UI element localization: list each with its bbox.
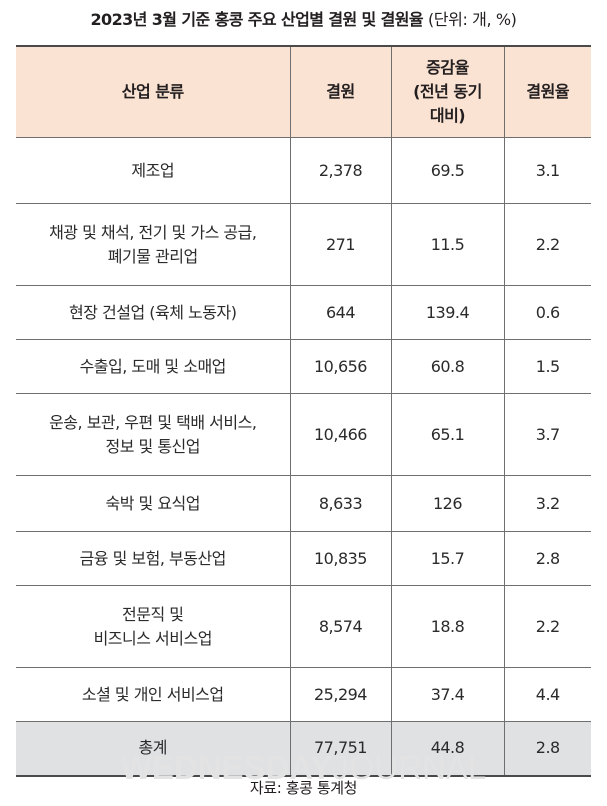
table-row: 수출입, 도매 및 소매업 10,656 60.8 1.5: [16, 339, 591, 394]
industry-cell: 숙박 및 요식업: [16, 475, 290, 532]
vacancies-cell: 8,574: [289, 585, 391, 668]
industry-cell: 운송, 보관, 우편 및 택배 서비스, 정보 및 통신업: [16, 393, 290, 476]
change-cell: 139.4: [390, 285, 504, 340]
industry-line1: 금융 및 보험, 부동산업: [79, 548, 227, 568]
rate-cell: 1.5: [503, 339, 591, 394]
change-cell: 60.8: [390, 339, 504, 394]
vacancies-cell: 8,633: [289, 475, 391, 532]
change-cell: 65.1: [390, 393, 504, 476]
rate-cell: 2.8: [503, 531, 591, 586]
header-row: 산업 분류 결원 증감율 (전년 동기 대비) 결원율: [16, 45, 591, 138]
industry-line1: 소셜 및 개인 서비스업: [81, 684, 224, 704]
header-industry: 산업 분류: [16, 45, 290, 138]
vacancies-cell: 644: [289, 285, 391, 340]
watermark: WEDNESDAYJOURNAL: [0, 749, 607, 787]
change-cell: 15.7: [390, 531, 504, 586]
industry-cell: 금융 및 보험, 부동산업: [16, 531, 290, 586]
industry-line1: 현장 건설업 (육체 노동자): [69, 302, 237, 322]
industry-line1: 채광 및 채석, 전기 및 가스 공급,: [49, 222, 257, 242]
total-rate: 2.8: [503, 721, 591, 777]
industry-line1: 전문직 및: [122, 604, 184, 624]
vacancy-table: 산업 분류 결원 증감율 (전년 동기 대비) 결원율 제조업 2,378 69…: [16, 45, 591, 777]
table-row: 채광 및 채석, 전기 및 가스 공급, 폐기물 관리업 271 11.5 2.…: [16, 203, 591, 286]
industry-line1: 운송, 보관, 우편 및 택배 서비스,: [49, 412, 257, 432]
table-title-main: 2023년 3월 기준 홍콩 주요 산업별 결원 및 결원율: [90, 10, 424, 29]
header-change-line3: 대비): [429, 106, 466, 125]
header-change-line1: 증감율: [426, 58, 469, 77]
change-cell: 11.5: [390, 203, 504, 286]
header-change-line2: (전년 동기: [413, 82, 482, 101]
table-title: 2023년 3월 기준 홍콩 주요 산업별 결원 및 결원율 (단위: 개, %…: [0, 6, 607, 30]
watermark-bold: WEDNESDAY: [120, 749, 333, 786]
change-cell: 69.5: [390, 137, 504, 204]
table-row: 전문직 및 비즈니스 서비스업 8,574 18.8 2.2: [16, 585, 591, 668]
total-vacancies: 77,751: [289, 721, 391, 777]
total-label: 총계: [16, 721, 290, 777]
industry-line2: 폐기물 관리업: [107, 246, 198, 266]
rate-cell: 3.2: [503, 475, 591, 532]
total-row: 총계 77,751 44.8 2.8: [16, 721, 591, 777]
industry-cell: 현장 건설업 (육체 노동자): [16, 285, 290, 340]
rate-cell: 0.6: [503, 285, 591, 340]
rate-cell: 4.4: [503, 667, 591, 722]
industry-cell: 채광 및 채석, 전기 및 가스 공급, 폐기물 관리업: [16, 203, 290, 286]
industry-cell: 제조업: [16, 137, 290, 204]
industry-line1: 숙박 및 요식업: [105, 493, 201, 513]
change-cell: 37.4: [390, 667, 504, 722]
industry-line1: 수출입, 도매 및 소매업: [79, 356, 227, 376]
change-cell: 18.8: [390, 585, 504, 668]
vacancies-cell: 2,378: [289, 137, 391, 204]
industry-line2: 비즈니스 서비스업: [93, 628, 213, 648]
vacancies-cell: 10,466: [289, 393, 391, 476]
source-note: 자료: 홍콩 통계청: [249, 779, 358, 797]
vacancies-cell: 10,835: [289, 531, 391, 586]
industry-cell: 수출입, 도매 및 소매업: [16, 339, 290, 394]
industry-cell: 소셜 및 개인 서비스업: [16, 667, 290, 722]
watermark-light: JOURNAL: [332, 749, 487, 786]
vacancies-cell: 271: [289, 203, 391, 286]
vacancies-cell: 10,656: [289, 339, 391, 394]
total-change: 44.8: [390, 721, 504, 777]
table-row: 제조업 2,378 69.5 3.1: [16, 137, 591, 204]
industry-line1: 제조업: [131, 160, 175, 180]
table-row: 금융 및 보험, 부동산업 10,835 15.7 2.8: [16, 531, 591, 586]
rate-cell: 2.2: [503, 203, 591, 286]
industry-cell: 전문직 및 비즈니스 서비스업: [16, 585, 290, 668]
header-change: 증감율 (전년 동기 대비): [390, 45, 504, 138]
table-row: 현장 건설업 (육체 노동자) 644 139.4 0.6: [16, 285, 591, 340]
vacancies-cell: 25,294: [289, 667, 391, 722]
rate-cell: 3.7: [503, 393, 591, 476]
industry-line2: 정보 및 통신업: [105, 436, 201, 456]
rate-cell: 3.1: [503, 137, 591, 204]
change-cell: 126: [390, 475, 504, 532]
unit-note: (단위: 개, %): [427, 10, 517, 29]
rate-cell: 2.2: [503, 585, 591, 668]
header-rate: 결원율: [503, 45, 591, 138]
table-row: 소셜 및 개인 서비스업 25,294 37.4 4.4: [16, 667, 591, 722]
table-row: 운송, 보관, 우편 및 택배 서비스, 정보 및 통신업 10,466 65.…: [16, 393, 591, 476]
header-vacancies: 결원: [289, 45, 391, 138]
table-row: 숙박 및 요식업 8,633 126 3.2: [16, 475, 591, 532]
